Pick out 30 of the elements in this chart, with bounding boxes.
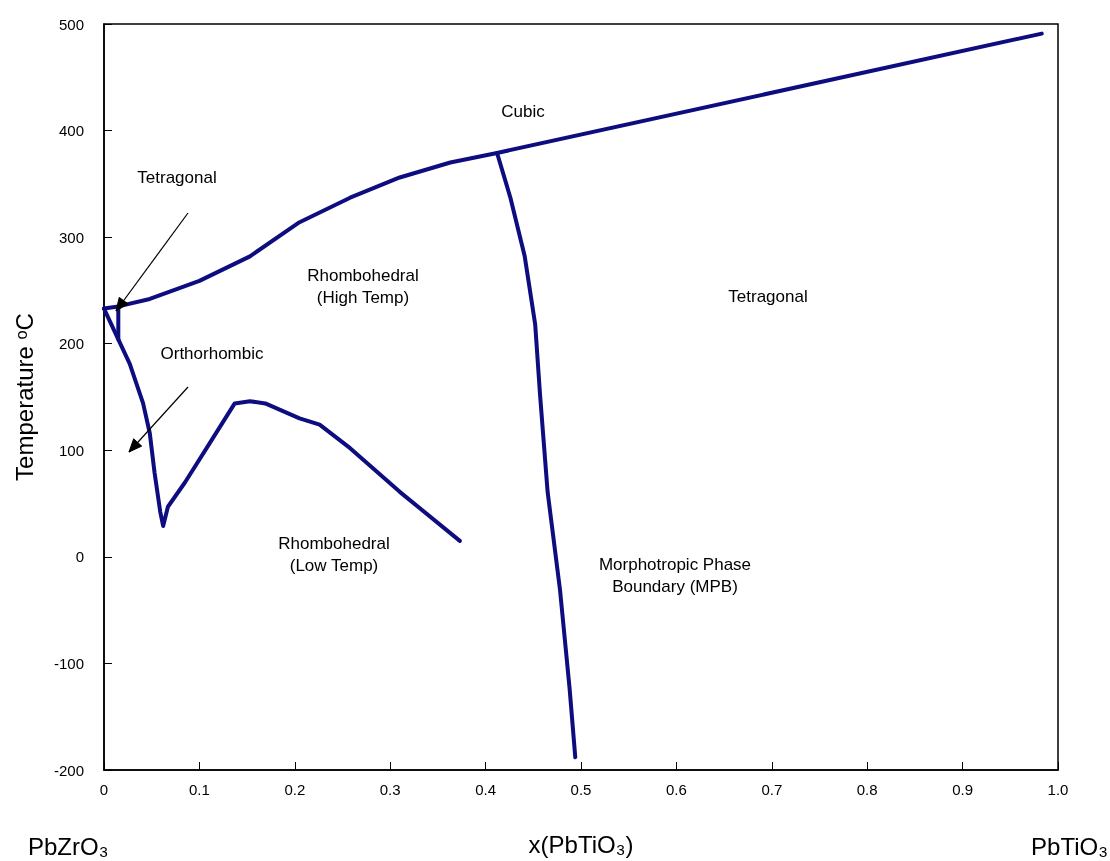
x-tick-label: 0.8 — [856, 781, 878, 798]
y-axis-title: Temperature ᵒC — [10, 313, 38, 481]
text: PbZrO₃ — [28, 832, 109, 860]
x-tick-label: 1.0 — [1047, 781, 1069, 798]
x-tick-label: 0.2 — [284, 781, 306, 798]
annotation: Cubic — [501, 101, 546, 121]
x-tick-label: 0.1 — [188, 781, 210, 798]
annotation: Tetragonal — [728, 286, 808, 306]
annotation: Tetragonal — [137, 167, 217, 187]
y-tick-label: 400 — [58, 122, 84, 140]
y-tick-label: -100 — [53, 654, 84, 672]
x-tick-label: 0.7 — [761, 781, 783, 798]
text: PbTiO₃ — [1031, 832, 1108, 860]
x-tick-label: 0.4 — [475, 781, 497, 798]
x-tick-label: 0.6 — [665, 781, 687, 798]
annotation: Rhombohedral (High Temp) — [307, 265, 419, 307]
x-tick-label: 0 — [99, 781, 109, 798]
y-tick-label: 500 — [58, 15, 84, 33]
y-tick-label: 200 — [58, 335, 84, 353]
y-tick-label: 300 — [58, 228, 84, 246]
annotation: Rhombohedral (Low Temp) — [278, 533, 390, 575]
x-axis-title: x(PbTiO₃) — [528, 830, 634, 858]
y-tick-label: 0 — [75, 548, 84, 566]
y-tick-label: -200 — [53, 761, 84, 779]
x-tick-label: 0.9 — [952, 781, 974, 798]
annotation: Orthorhombic — [160, 343, 264, 363]
annotation: Morphotropic Phase Boundary (MPB) — [598, 554, 752, 596]
y-tick-label: 100 — [58, 441, 84, 459]
x-tick-label: 0.3 — [379, 781, 401, 798]
x-tick-label: 0.5 — [570, 781, 592, 798]
